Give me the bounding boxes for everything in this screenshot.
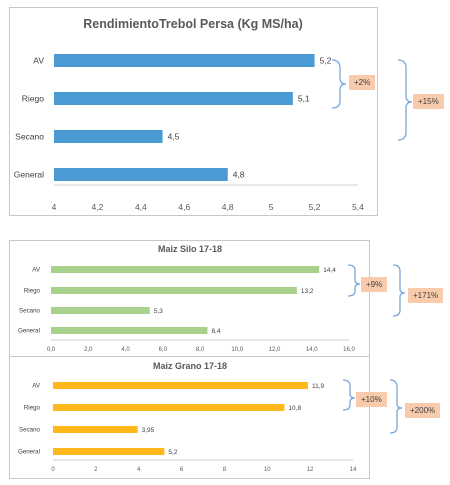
chart-maiz-silo-frame	[9, 240, 370, 357]
category-label: AV	[33, 55, 44, 65]
x-tick-label: 4,8	[222, 202, 234, 212]
annotation-grano-small: +10%	[356, 392, 387, 407]
x-tick-label: 4,0	[121, 347, 130, 353]
chart-title: Maiz Grano 17-18	[153, 361, 227, 371]
annotation-grano-large: +200%	[405, 403, 441, 418]
bracket-silo-small	[347, 264, 361, 297]
x-tick-label: 0,0	[47, 347, 56, 353]
x-tick-label: 5,4	[352, 202, 364, 212]
data-label: 5,1	[298, 93, 310, 103]
bar-av	[54, 54, 315, 67]
category-label: Riego	[24, 288, 41, 295]
x-tick-label: 6,0	[159, 347, 168, 353]
x-tick-label: 14,0	[306, 347, 318, 353]
x-tick-label: 6	[180, 467, 184, 473]
x-tick-label: 4,2	[92, 202, 104, 212]
bar-secano	[51, 307, 150, 314]
bar-secano	[54, 130, 163, 143]
data-label: 8,4	[211, 328, 220, 335]
x-tick-label: 12,0	[269, 347, 281, 353]
category-label: Secano	[19, 427, 41, 434]
chart-title: RendimientoTrebol Persa (Kg MS/ha)	[83, 17, 302, 31]
x-tick-label: 14	[350, 467, 357, 473]
x-tick-label: 8	[223, 467, 227, 473]
chart-maiz-grano-frame	[9, 356, 370, 479]
x-tick-label: 5,2	[309, 202, 321, 212]
x-tick-label: 2	[94, 467, 98, 473]
x-tick-label: 12	[307, 467, 314, 473]
data-label: 13,2	[301, 288, 314, 295]
bar-secano	[53, 426, 138, 433]
annotation-trebol-small: +2%	[349, 75, 376, 90]
x-tick-label: 8,0	[196, 347, 205, 353]
x-tick-label: 10,0	[231, 347, 243, 353]
annotation-silo-small: +9%	[361, 277, 388, 292]
data-label: 5,2	[168, 449, 177, 456]
category-label: Riego	[24, 405, 41, 412]
bar-riego	[53, 404, 285, 411]
bracket-trebol-large	[397, 59, 413, 141]
category-label: AV	[32, 383, 41, 390]
category-label: Secano	[15, 131, 44, 141]
data-label: 14,4	[323, 267, 336, 274]
bracket-grano-large	[389, 379, 403, 434]
data-label: 4,8	[233, 169, 245, 179]
annotation-silo-large: +171%	[408, 288, 444, 303]
data-label: 10,8	[288, 405, 301, 412]
category-label: Secano	[19, 308, 41, 315]
data-label: 4,5	[168, 131, 180, 141]
bracket-trebol-small	[331, 59, 347, 109]
x-tick-label: 16,0	[343, 347, 355, 353]
data-label: 11,9	[312, 383, 325, 390]
bar-riego	[54, 92, 293, 105]
x-tick-label: 2,0	[84, 347, 93, 353]
category-label: General	[14, 169, 44, 179]
bar-general	[54, 168, 228, 181]
x-tick-label: 0	[51, 467, 55, 473]
bar-av	[51, 266, 320, 273]
x-tick-label: 4	[52, 202, 57, 212]
bracket-silo-large	[392, 264, 406, 317]
x-tick-label: 5	[269, 202, 274, 212]
x-tick-label: 4,4	[135, 202, 147, 212]
category-label: Riego	[22, 93, 44, 103]
bar-riego	[51, 287, 297, 294]
data-label: 5,2	[320, 55, 332, 65]
bracket-grano-small	[342, 379, 356, 411]
category-label: AV	[32, 267, 41, 274]
x-tick-label: 4	[137, 467, 141, 473]
bar-general	[53, 448, 165, 455]
data-label: 3,95	[142, 427, 155, 434]
x-tick-label: 10	[264, 467, 271, 473]
chart-title: Maiz Silo 17-18	[158, 244, 222, 254]
chart-trebol-frame	[9, 7, 378, 216]
annotation-trebol-large: +15%	[413, 94, 444, 109]
bar-general	[51, 327, 208, 334]
bar-av	[53, 382, 308, 389]
category-label: General	[18, 449, 40, 456]
x-tick-label: 4,6	[178, 202, 190, 212]
data-label: 5,3	[154, 308, 163, 315]
category-label: General	[18, 328, 40, 335]
